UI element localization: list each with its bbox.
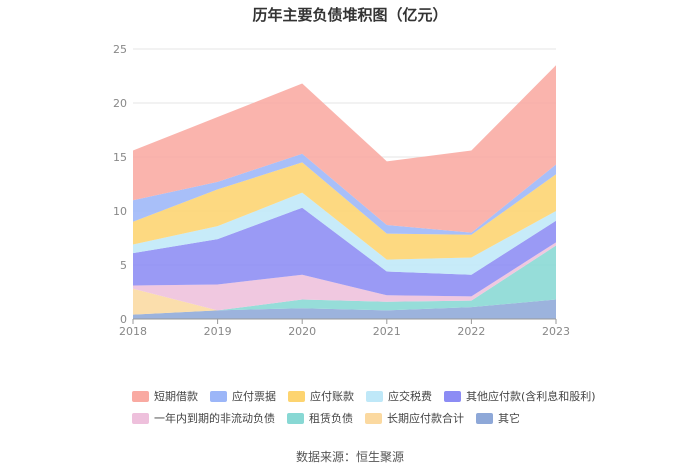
legend-swatch [210, 390, 227, 402]
stacked-area-chart: 0 5 10 15 20 25 2018 2019 2020 2021 2022 2023 [113, 43, 570, 338]
legend-swatch [287, 412, 304, 424]
legend-row-2: 一年内到期的非流动负债 租赁负债 长期应付款合计 其它 [132, 408, 602, 428]
area-series-3 [133, 242, 556, 311]
y-tick-label: 0 [120, 313, 127, 326]
x-tick-label: 2022 [457, 325, 485, 338]
source-note: 数据来源：恒生聚源 [295, 450, 404, 464]
legend-item[interactable]: 应交税费 [366, 388, 432, 404]
legend-label: 应交税费 [388, 390, 432, 403]
legend-label: 应付账款 [310, 390, 354, 403]
axes: 0 5 10 15 20 25 2018 2019 2020 2021 2022 2023 [113, 43, 570, 338]
area-series-6 [133, 162, 556, 260]
legend-item[interactable]: 一年内到期的非流动负债 [132, 410, 275, 426]
legend-item[interactable]: 短期借款 [132, 388, 198, 404]
legend-item[interactable]: 应付票据 [210, 388, 276, 404]
y-tick-label: 25 [113, 43, 127, 56]
legend-label: 一年内到期的非流动负债 [154, 412, 275, 425]
area-series-4 [133, 207, 556, 297]
y-tick-label: 20 [113, 97, 127, 110]
x-tick-label: 2021 [373, 325, 401, 338]
x-tick-label: 2020 [288, 325, 316, 338]
chart-title: 历年主要负债堆积图（亿元） [252, 6, 448, 24]
legend-label: 租赁负债 [309, 412, 353, 425]
legend-label: 长期应付款合计 [387, 412, 464, 425]
legend-swatch [366, 390, 383, 402]
legend-item[interactable]: 其它 [476, 410, 520, 426]
legend-label: 短期借款 [154, 390, 198, 403]
legend-swatch [476, 412, 493, 424]
x-tick-label: 2019 [204, 325, 232, 338]
legend-swatch [132, 390, 149, 402]
legend-label: 其它 [498, 412, 520, 425]
legend-item[interactable]: 租赁负债 [287, 410, 353, 426]
legend-swatch [132, 412, 149, 424]
legend-swatch [444, 390, 461, 402]
legend-row-1: 短期借款 应付票据 应付账款 应交税费 其他应付款(含利息和股利) [132, 386, 602, 406]
y-tick-label: 15 [113, 151, 127, 164]
area-series-1 [133, 288, 556, 315]
x-tick-label: 2018 [119, 325, 147, 338]
legend-label: 应付票据 [232, 390, 276, 403]
legend: 短期借款 应付票据 应付账款 应交税费 其他应付款(含利息和股利) 一年内到期的非流动负… [132, 386, 602, 430]
area-series-5 [133, 192, 556, 275]
legend-swatch [288, 390, 305, 402]
legend-item[interactable]: 其他应付款(含利息和股利) [444, 388, 596, 404]
x-tick-label: 2023 [542, 325, 570, 338]
legend-item[interactable]: 长期应付款合计 [365, 410, 464, 426]
y-tick-label: 5 [120, 259, 127, 272]
y-tick-label: 10 [113, 205, 127, 218]
legend-swatch [365, 412, 382, 424]
area-series-7 [133, 153, 556, 235]
area-series [133, 65, 556, 319]
legend-item[interactable]: 应付账款 [288, 388, 354, 404]
area-series-8 [133, 65, 556, 233]
legend-label: 其他应付款(含利息和股利) [466, 390, 596, 403]
